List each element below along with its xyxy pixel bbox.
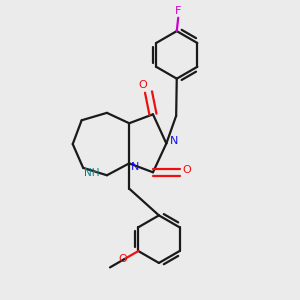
Text: F: F [175,6,181,16]
Text: O: O [118,254,127,264]
Text: N: N [131,162,139,172]
Text: O: O [138,80,147,90]
Text: N: N [169,136,178,146]
Text: O: O [183,165,191,175]
Text: NH: NH [84,168,99,178]
